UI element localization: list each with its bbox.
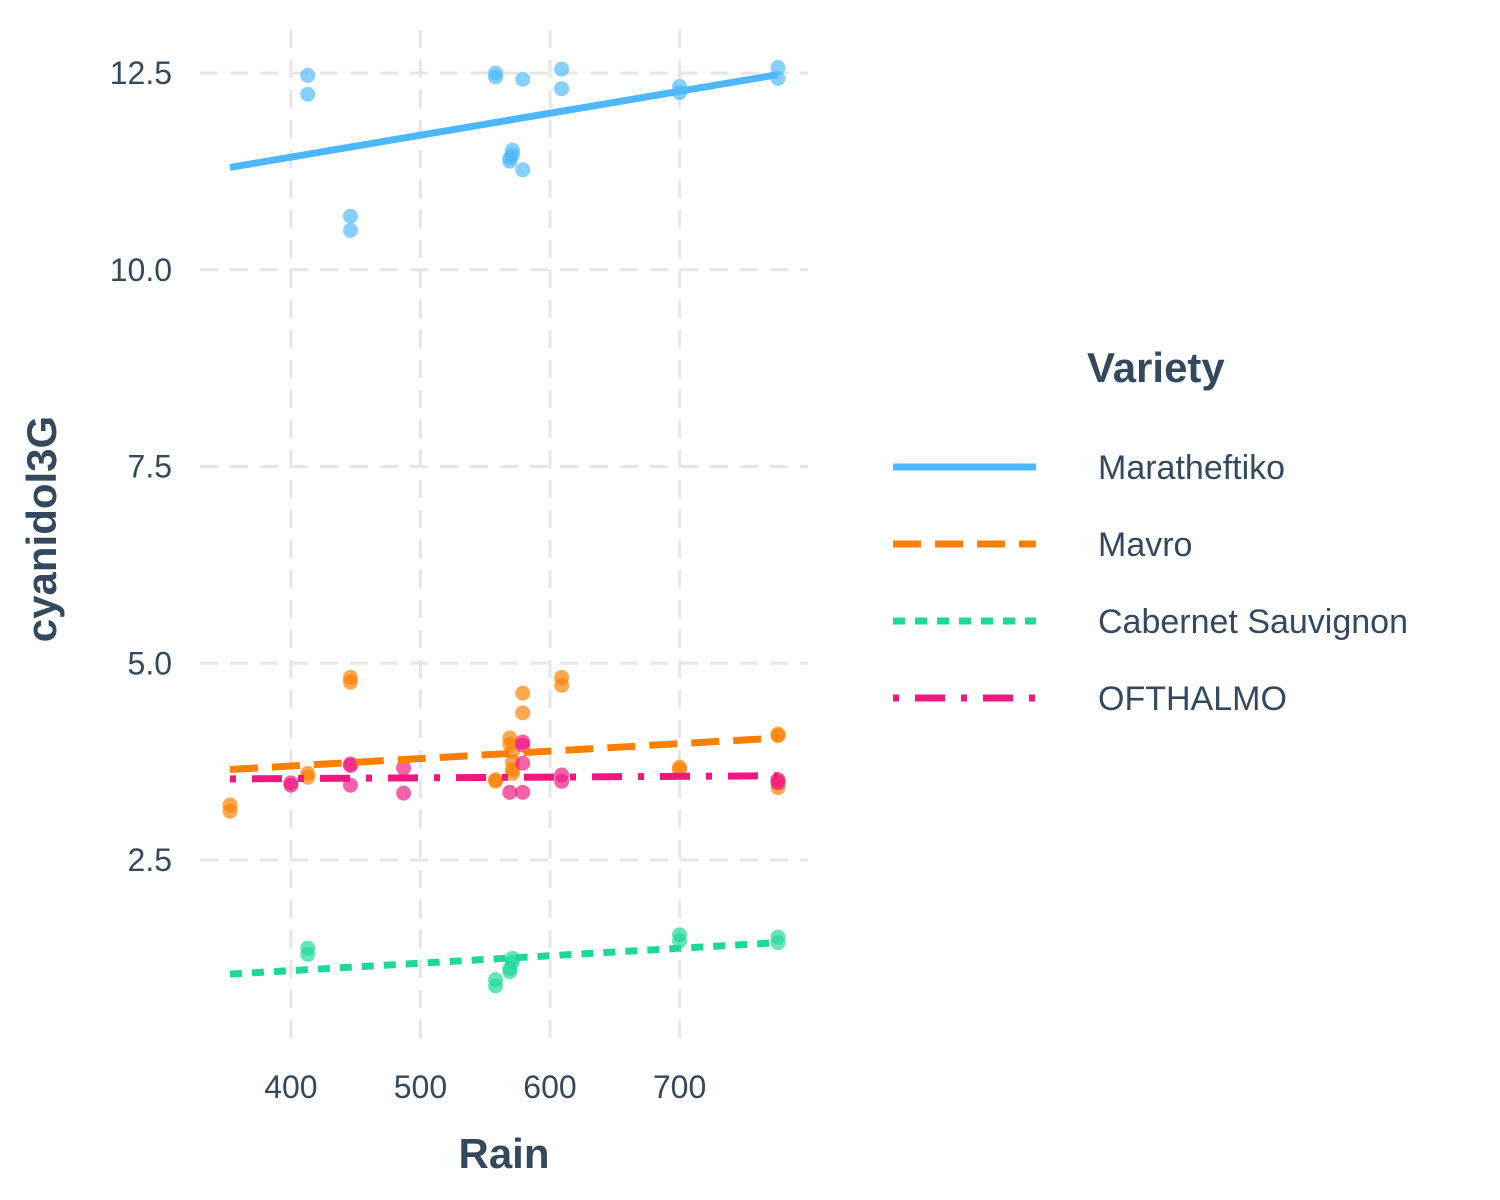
legend-label-2: Cabernet Sauvignon [1098,603,1408,641]
data-point [300,86,316,102]
x-tick-label: 700 [653,1069,706,1105]
x-tick-label: 400 [264,1069,317,1105]
series-points-2 [300,927,786,994]
data-point [515,784,531,800]
legend: Variety Maratheftiko Mavro Cabernet Sauvig… [893,344,1408,718]
data-point [515,685,531,701]
data-points [222,59,786,994]
y-tick-label: 7.5 [128,449,172,485]
data-point [515,71,531,87]
data-point [770,59,786,75]
y-tick-label: 12.5 [110,55,172,91]
grid-lines [200,30,808,1050]
data-point [554,61,570,77]
data-point [488,69,504,85]
data-point [504,765,520,781]
y-axis-tick-labels: 2.5 5.0 7.5 10.0 12.5 [110,55,172,878]
data-point [342,758,358,774]
data-point [283,777,299,793]
data-point [504,147,520,163]
data-point [770,935,786,951]
data-point [222,803,238,819]
data-point [554,81,570,97]
legend-items: Maratheftiko Mavro Cabernet Sauvignon OFTHA… [893,449,1408,718]
trend-line-1 [229,734,779,773]
data-point [342,222,358,238]
legend-title: Variety [1087,344,1225,391]
data-point [770,728,786,744]
trend-line-0 [229,71,779,171]
x-tick-label: 500 [394,1069,447,1105]
trend-line-2 [229,939,779,978]
trend-lines [229,71,779,978]
legend-label-3: OFTHALMO [1098,680,1287,718]
data-point [396,760,412,776]
data-point [300,67,316,83]
data-point [488,978,504,994]
data-point [554,677,570,693]
data-point [515,162,531,178]
data-point [396,785,412,801]
y-tick-label: 5.0 [128,645,172,681]
x-axis-tick-labels: 400 500 600 700 [264,1069,706,1105]
y-tick-label: 2.5 [128,842,172,878]
data-point [342,208,358,224]
data-point [672,933,688,949]
data-point [488,773,504,789]
data-point [515,737,531,753]
trend-line-3 [229,772,779,783]
data-point [502,784,518,800]
y-axis-title: cyanidol3G [18,416,65,642]
legend-label-0: Maratheftiko [1098,449,1285,487]
data-point [554,773,570,789]
legend-label-1: Mavro [1098,526,1192,564]
data-point [515,705,531,721]
x-axis-title: Rain [458,1130,549,1177]
y-tick-label: 10.0 [110,252,172,288]
data-point [300,946,316,962]
data-point [515,755,531,771]
x-tick-label: 600 [523,1069,576,1105]
data-point [342,674,358,690]
